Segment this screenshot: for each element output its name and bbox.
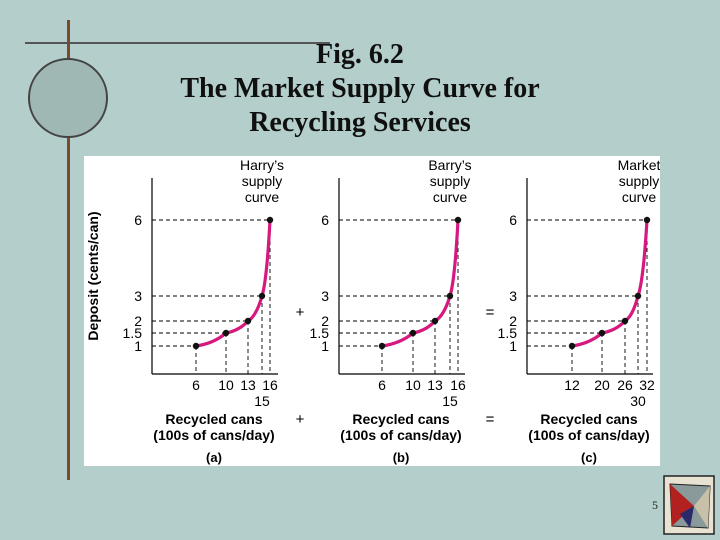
curve-label: curve (622, 189, 656, 205)
data-point (244, 317, 252, 325)
x-tick-label: 15 (254, 393, 270, 409)
x-axis-label: (100s of cans/day) (153, 427, 274, 443)
data-point (192, 342, 200, 350)
data-point (378, 342, 386, 350)
data-point (643, 216, 651, 224)
supply-curve-line (194, 218, 272, 348)
y-axis-label: Deposit (cents/can) (85, 211, 101, 340)
plus-operator: + (296, 304, 305, 321)
curve-label: Market (618, 157, 660, 173)
x-axis-label: Recycled cans (165, 411, 262, 427)
supply-curve-line (380, 218, 460, 348)
x-tick-label: 6 (378, 377, 386, 393)
curve-label: supply (430, 173, 470, 189)
data-point (454, 216, 462, 224)
x-tick-label: 6 (192, 377, 200, 393)
y-tick-label: 2 (321, 313, 329, 329)
data-point (446, 292, 454, 300)
curve-label: curve (245, 189, 279, 205)
curve-label: supply (242, 173, 282, 189)
x-axis-label: (100s of cans/day) (528, 427, 649, 443)
y-tick-label: 1 (321, 338, 329, 354)
data-point (621, 317, 629, 325)
title-line-2: The Market Supply Curve for (180, 73, 540, 104)
curve-label: Barry’s (428, 157, 471, 173)
y-tick-label: 1.5 (123, 325, 143, 341)
data-point (598, 329, 606, 337)
panel-label: (c) (581, 450, 597, 465)
curve-label: supply (619, 173, 659, 189)
slide-title: Fig. 6.2 The Market Supply Curve for Rec… (0, 38, 720, 140)
slide-number: 5 (652, 498, 658, 512)
curve-label: curve (433, 189, 467, 205)
data-point (258, 292, 266, 300)
y-tick-label: 2 (509, 313, 517, 329)
panel-label: (a) (206, 450, 222, 465)
data-point (431, 317, 439, 325)
y-tick-label: 6 (321, 212, 329, 228)
y-tick-label: 1 (509, 338, 517, 354)
curve-label: Harry’s (240, 157, 284, 173)
y-tick-label: 1 (134, 338, 142, 354)
x-tick-label: 30 (630, 393, 646, 409)
x-tick-label: 13 (427, 377, 443, 393)
x-tick-label: 20 (594, 377, 610, 393)
x-tick-label: 13 (240, 377, 256, 393)
y-tick-label: 6 (134, 212, 142, 228)
data-point (409, 329, 417, 337)
data-point (568, 342, 576, 350)
data-point (266, 216, 274, 224)
supply-curve-line (570, 218, 649, 348)
vertical-rule (67, 20, 70, 480)
equals-operator: = (486, 304, 495, 321)
y-tick-label: 2 (134, 313, 142, 329)
y-tick-label: 3 (321, 288, 329, 304)
plus-operator: + (296, 411, 305, 428)
title-line-3: Recycling Services (249, 107, 471, 138)
data-point (634, 292, 642, 300)
y-tick-label: 3 (509, 288, 517, 304)
equals-operator: = (486, 411, 495, 428)
x-tick-label: 16 (262, 377, 278, 393)
y-tick-label: 6 (509, 212, 517, 228)
horizontal-rule (25, 42, 330, 44)
x-tick-label: 10 (218, 377, 234, 393)
x-axis-label: Recycled cans (352, 411, 449, 427)
y-tick-label: 3 (134, 288, 142, 304)
figure-panel: 6 3 2 1.5 1 6 10 13 16 15 Harry’s supply curve Recycl… (84, 156, 660, 466)
decorative-circle (28, 58, 108, 138)
x-axis-label: Recycled cans (540, 411, 637, 427)
x-tick-label: 15 (442, 393, 458, 409)
y-tick-label: 1.5 (498, 325, 518, 341)
x-tick-label: 32 (639, 377, 655, 393)
x-axis-label: (100s of cans/day) (340, 427, 461, 443)
data-point (222, 329, 230, 337)
x-tick-label: 26 (617, 377, 633, 393)
x-tick-label: 12 (564, 377, 580, 393)
corner-logo-icon (663, 475, 715, 535)
y-tick-label: 1.5 (310, 325, 330, 341)
x-tick-label: 10 (405, 377, 421, 393)
title-line-1: Fig. 6.2 (316, 39, 404, 70)
panel-label: (b) (393, 450, 410, 465)
x-tick-label: 16 (450, 377, 466, 393)
